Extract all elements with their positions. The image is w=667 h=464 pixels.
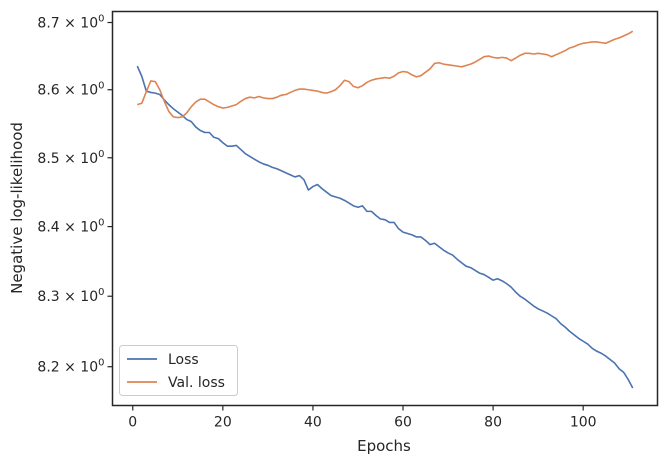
x-tick-label: 100 — [570, 415, 597, 431]
y-tick-label: 8.6 × 100 — [37, 81, 104, 99]
y-tick-label: 8.2 × 100 — [37, 358, 104, 376]
legend-box — [119, 345, 238, 396]
y-tick-label: 8.4 × 100 — [37, 218, 104, 236]
y-tick-label: 8.3 × 100 — [37, 287, 104, 305]
x-axis-title: Epochs — [357, 437, 411, 455]
y-axis-title: Negative log-likelihood — [8, 122, 26, 294]
y-tick-label: 8.7 × 100 — [37, 14, 104, 32]
plot-area — [136, 30, 634, 389]
series-line-val-loss — [137, 30, 634, 119]
y-axis: 8.2 × 100 8.3 × 100 8.4 × 100 8.5 × 100 8.6 … — [37, 14, 113, 376]
series-line-loss — [136, 65, 634, 389]
x-tick-label: 60 — [394, 415, 412, 431]
legend-label: Loss — [168, 352, 199, 368]
x-axis: 0 20 40 60 80 100 — [128, 405, 597, 431]
x-tick-label: 80 — [484, 415, 502, 431]
legend-label: Val. loss — [168, 375, 225, 391]
legend: Loss Val. loss — [119, 345, 238, 396]
y-tick-label: 8.5 × 100 — [37, 149, 104, 167]
axes-frame — [111, 10, 659, 407]
x-tick-label: 0 — [128, 415, 137, 431]
x-tick-label: 20 — [214, 415, 232, 431]
x-tick-label: 40 — [304, 415, 322, 431]
